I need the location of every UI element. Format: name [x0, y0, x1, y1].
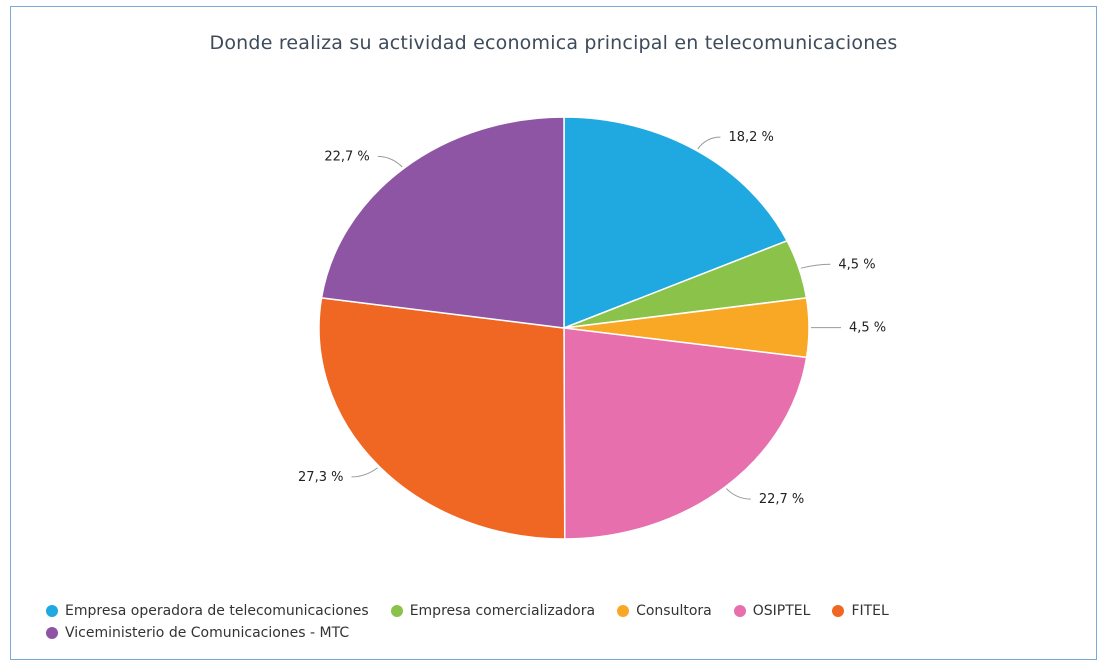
slice-data-label: 22,7 %: [324, 149, 369, 164]
legend-item-empresa-operadora[interactable]: Empresa operadora de telecomunicaciones: [46, 603, 369, 619]
legend-item-viceministerio-mtc[interactable]: Viceministerio de Comunicaciones - MTC: [46, 625, 349, 641]
chart-legend: Empresa operadora de telecomunicaciones …: [46, 600, 1086, 644]
legend-marker: [733, 605, 746, 617]
pie-slice[interactable]: [318, 297, 566, 540]
slice-label-connector: [725, 488, 751, 500]
legend-item-fitel[interactable]: FITEL: [832, 603, 889, 619]
chart-title: Donde realiza su actividad economica pri…: [209, 32, 898, 54]
legend-item-empresa-comercializadora[interactable]: Empresa comercializadora: [390, 603, 596, 619]
legend-marker: [832, 605, 845, 617]
legend-label: Consultora: [636, 603, 712, 619]
slice-data-label: 4,5 %: [838, 257, 875, 272]
legend-label: Empresa comercializadora: [409, 603, 596, 619]
legend-row: Empresa operadora de telecomunicaciones …: [46, 600, 1086, 622]
pie-slice[interactable]: [563, 327, 808, 540]
legend-marker: [46, 627, 58, 639]
slice-label-connector: [800, 263, 831, 269]
legend-label: FITEL: [851, 603, 889, 619]
legend-marker: [390, 605, 403, 617]
legend-marker: [46, 605, 58, 617]
pie-slice[interactable]: [320, 116, 565, 329]
slice-data-label: 22,7 %: [759, 492, 804, 507]
slice-data-label: 27,3 %: [298, 470, 343, 485]
slice-label-connector: [351, 467, 378, 478]
legend-label: Empresa operadora de telecomunicaciones: [65, 603, 369, 619]
legend-row: Viceministerio de Comunicaciones - MTC: [46, 622, 1086, 644]
legend-marker: [617, 605, 630, 617]
legend-item-osiptel[interactable]: OSIPTEL: [733, 603, 811, 619]
slice-data-label: 18,2 %: [728, 130, 773, 145]
legend-label: Viceministerio de Comunicaciones - MTC: [65, 625, 350, 641]
slice-label-connector: [697, 136, 721, 150]
slice-label-connector: [377, 155, 403, 168]
pie-chart: 18,2 % 4,5 % 4,5 % 22,7 % 27,3 % 22,7 %: [298, 116, 886, 540]
legend-label: OSIPTEL: [752, 603, 811, 619]
legend-item-consultora[interactable]: Consultora: [617, 603, 712, 619]
pie-slice[interactable]: [563, 116, 789, 330]
slice-data-label: 4,5 %: [849, 321, 886, 336]
